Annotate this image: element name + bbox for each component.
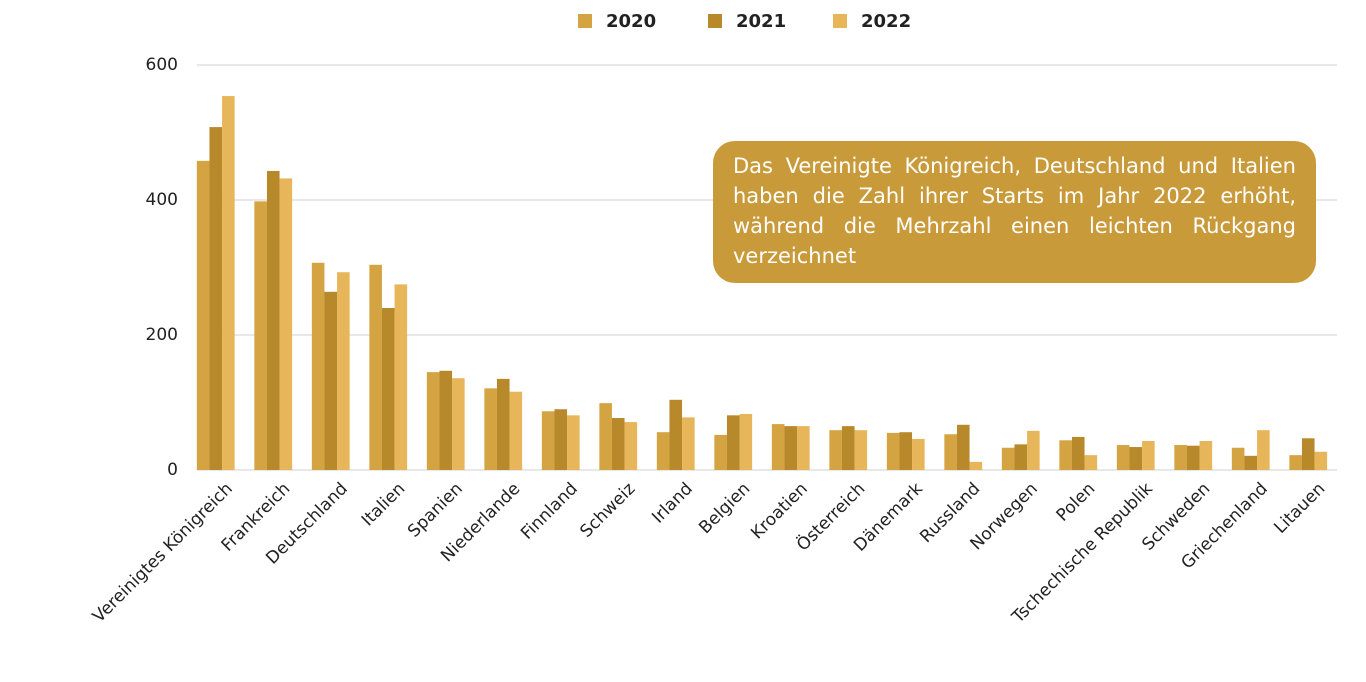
bar — [1257, 430, 1270, 470]
bar — [426, 372, 440, 470]
x-tick-label: Italien — [358, 479, 409, 530]
legend-label: 2022 — [861, 11, 911, 32]
bar — [452, 378, 465, 470]
bar — [496, 378, 510, 470]
bar — [337, 272, 350, 470]
bar — [1116, 445, 1130, 470]
bar — [739, 413, 753, 470]
bar — [1231, 447, 1245, 470]
bar — [1059, 440, 1072, 470]
y-tick-label: 600 — [146, 55, 178, 75]
bar — [1174, 445, 1187, 470]
bar — [266, 170, 280, 470]
bar — [394, 284, 408, 470]
bar — [944, 434, 957, 470]
legend-swatch — [833, 14, 847, 28]
bar — [886, 432, 900, 470]
bar — [854, 430, 868, 470]
x-tick-label: Irland — [648, 479, 697, 528]
bar — [1244, 455, 1258, 470]
y-tick-label: 400 — [146, 190, 178, 210]
bar — [1071, 436, 1085, 470]
bar — [1001, 447, 1015, 470]
bar — [196, 160, 210, 470]
annotation: Das Vereinigte Königreich, Deutschland u… — [713, 141, 1316, 283]
bar — [254, 201, 267, 470]
bar — [682, 417, 695, 470]
bar — [669, 399, 683, 470]
bar — [956, 424, 970, 470]
bar — [222, 96, 235, 471]
bar — [1084, 455, 1098, 470]
bar — [439, 370, 453, 470]
bar — [1014, 444, 1028, 470]
bar — [1186, 445, 1200, 470]
x-tick-label: Polen — [1053, 479, 1100, 526]
bar — [1129, 447, 1143, 470]
bar — [1301, 438, 1315, 470]
legend-swatch — [708, 14, 722, 28]
bar — [599, 403, 612, 470]
bar — [624, 422, 638, 470]
bar — [969, 461, 983, 470]
bar — [714, 434, 727, 470]
y-tick-label: 200 — [146, 325, 178, 345]
legend-swatch — [578, 14, 592, 28]
bar — [771, 424, 785, 470]
legend-label: 2021 — [736, 11, 786, 32]
bar — [1199, 440, 1213, 470]
bar — [899, 432, 913, 470]
bar — [784, 426, 798, 470]
x-tick-label: Belgien — [695, 479, 754, 538]
legend-label: 2020 — [606, 11, 656, 32]
bar — [484, 388, 497, 470]
bar — [509, 391, 523, 470]
bar — [567, 415, 580, 470]
x-tick-label: Schweiz — [576, 479, 639, 542]
bar — [656, 432, 670, 470]
bar — [1027, 430, 1040, 470]
bar — [279, 178, 293, 470]
bar — [554, 409, 568, 470]
bar — [611, 418, 625, 470]
bar — [912, 438, 925, 470]
bar — [1289, 455, 1302, 470]
x-tick-label: Finnland — [517, 479, 582, 544]
x-tick-label: Litauen — [1270, 479, 1329, 538]
bar — [541, 411, 555, 470]
x-tick-label: Vereinigtes Königreich — [89, 479, 237, 627]
bar — [829, 430, 842, 470]
bar — [311, 262, 325, 470]
bar — [369, 264, 382, 470]
bar — [381, 308, 395, 470]
bar — [797, 426, 810, 470]
bar — [1142, 440, 1155, 470]
bar — [209, 127, 223, 470]
bar — [324, 291, 338, 470]
bar — [841, 426, 855, 470]
y-tick-label: 0 — [167, 460, 178, 480]
bar — [726, 415, 740, 470]
bar — [1314, 451, 1328, 470]
